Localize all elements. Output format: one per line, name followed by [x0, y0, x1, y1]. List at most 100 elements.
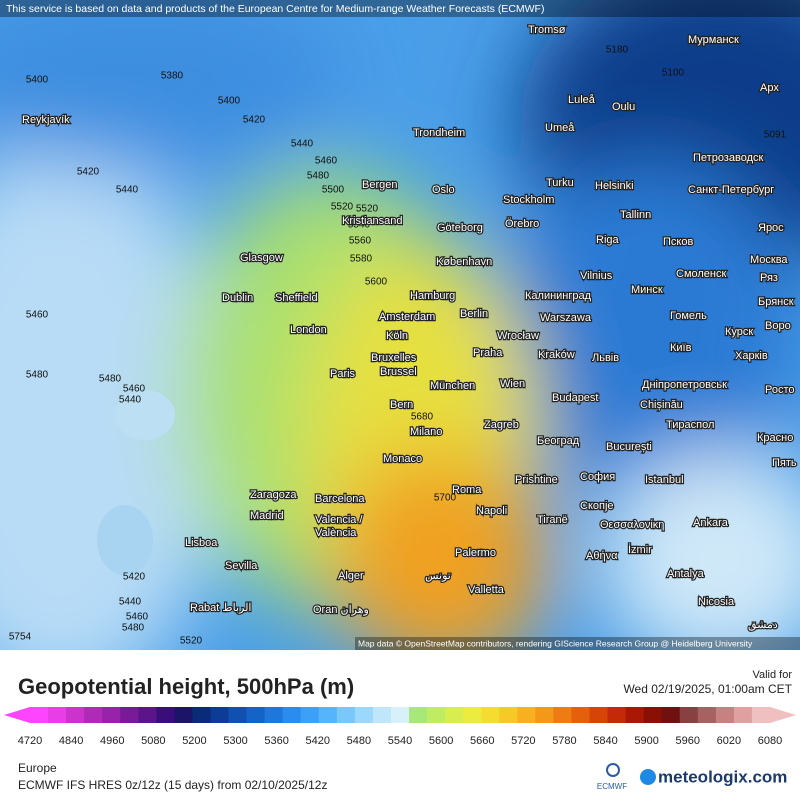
city-label: Nicosia [698, 596, 735, 608]
legend-swatch [589, 707, 609, 723]
contour-label: 5500 [322, 185, 345, 196]
legend-swatch [84, 707, 103, 723]
city-label: Milano [410, 426, 442, 438]
contour-label: 5440 [291, 139, 314, 150]
legend-tick-label: 5660 [470, 735, 494, 747]
legend-swatch [48, 707, 67, 723]
city-label: Bergen [362, 179, 397, 191]
map-title: Geopotential height, 500hPa (m) [18, 674, 354, 699]
city-label: Воро [765, 320, 791, 332]
city-label: Київ [670, 342, 692, 354]
model-run: ECMWF IFS HRES 0z/12z (15 days) from 02/… [18, 778, 327, 792]
city-label: Reykjavík [22, 114, 70, 126]
legend-tick-label: 5780 [552, 735, 576, 747]
city-label: Umeå [545, 122, 575, 134]
city-label: Dublin [222, 292, 253, 304]
legend-tick-label: 5900 [634, 735, 658, 747]
city-label: Sevilla [225, 560, 258, 572]
contour-label: 5091 [764, 130, 787, 141]
legend-swatch [517, 707, 536, 723]
legend-tick-label: 6020 [717, 735, 741, 747]
region: Europe [18, 761, 57, 775]
city-label: Madrid [250, 510, 284, 522]
valid-time: Wed 02/19/2025, 01:00am CET [623, 682, 792, 696]
city-label: London [290, 324, 327, 336]
legend-arrow [770, 707, 796, 723]
city-label: București [606, 441, 652, 453]
legend-swatch [481, 707, 500, 723]
contour-label: 5420 [123, 572, 146, 583]
city-label: Москва [750, 254, 788, 266]
city-label: Tallinn [620, 209, 651, 221]
city-label: København [436, 256, 492, 268]
contour-label: 5680 [411, 412, 434, 423]
legend-swatch [679, 707, 699, 723]
city-label: Alger [338, 570, 364, 582]
legend-swatch [499, 707, 518, 723]
legend-swatch [336, 707, 356, 723]
contour-label: 5100 [662, 68, 685, 79]
city-label: Roma [452, 484, 482, 496]
legend-swatch [571, 707, 591, 723]
city-label: Brussel [380, 366, 417, 378]
city-label: Тираспол [666, 419, 714, 431]
city-label: Sheffield [275, 292, 318, 304]
legend-swatch [625, 707, 645, 723]
contour-label: 5480 [99, 374, 122, 385]
city-label: Oran وهران [313, 604, 369, 616]
city-label: Ряз [760, 272, 778, 284]
contour-label: 5440 [119, 597, 142, 608]
legend-tick-label: 5840 [593, 735, 617, 747]
ecmwf-label: ECMWF [597, 782, 627, 791]
city-label: Örebro [505, 218, 539, 230]
legend-tick-label: 5080 [141, 735, 165, 747]
legend-swatch [210, 707, 230, 723]
legend-swatch [733, 707, 753, 723]
city-label: Zagreb [484, 419, 519, 431]
contour-label: 5520 [356, 204, 379, 215]
city-label: Kraków [538, 349, 575, 361]
contour-label: 5754 [9, 632, 32, 643]
contour-label: 5460 [123, 384, 146, 395]
legend-swatch [553, 707, 572, 723]
city-label: Tromsø [528, 24, 566, 36]
legend-swatch [66, 707, 85, 723]
city-label: Monaco [383, 453, 422, 465]
legend-swatch [192, 707, 211, 723]
ecmwf-logo [606, 763, 620, 777]
city-label: Wien [500, 378, 525, 390]
city-label: Amsterdam [379, 311, 435, 323]
legend-swatch [643, 707, 663, 723]
legend-swatch [30, 707, 49, 723]
contour-label: 5600 [365, 277, 388, 288]
city-label: Helsinki [595, 180, 634, 192]
city-label: Napoli [476, 505, 507, 517]
city-label: Росто [765, 384, 795, 396]
legend-swatch [174, 707, 193, 723]
city-label: Αθήνα [586, 550, 618, 562]
city-label: Turku [546, 177, 574, 189]
legend-tick-label: 6080 [758, 735, 782, 747]
contour-label: 5180 [606, 45, 629, 56]
contour-label: 5400 [26, 75, 49, 86]
contour-label: 5560 [349, 236, 372, 247]
city-label: Красно [757, 432, 793, 444]
legend-swatch [427, 707, 446, 723]
legend-swatch [264, 707, 284, 723]
contour-label: 5540 [348, 220, 371, 231]
legend-tick-label: 5300 [223, 735, 247, 747]
city-label: Арх [760, 82, 779, 94]
city-label: Ярос [758, 222, 784, 234]
city-label: Barcelona [315, 493, 365, 505]
city-label: Zaragoza [250, 489, 297, 501]
contour-label: 5520 [180, 636, 203, 647]
legend-swatch [390, 707, 410, 723]
contour-label: 5460 [126, 612, 149, 623]
legend-tick-label: 5540 [388, 735, 412, 747]
contour-label: 5420 [243, 115, 266, 126]
legend-tick-label: 4840 [59, 735, 83, 747]
city-label: München [430, 380, 475, 392]
legend-tick-label: 5480 [347, 735, 371, 747]
valid-label: Valid for [752, 669, 792, 681]
contour-label: 5400 [218, 96, 241, 107]
